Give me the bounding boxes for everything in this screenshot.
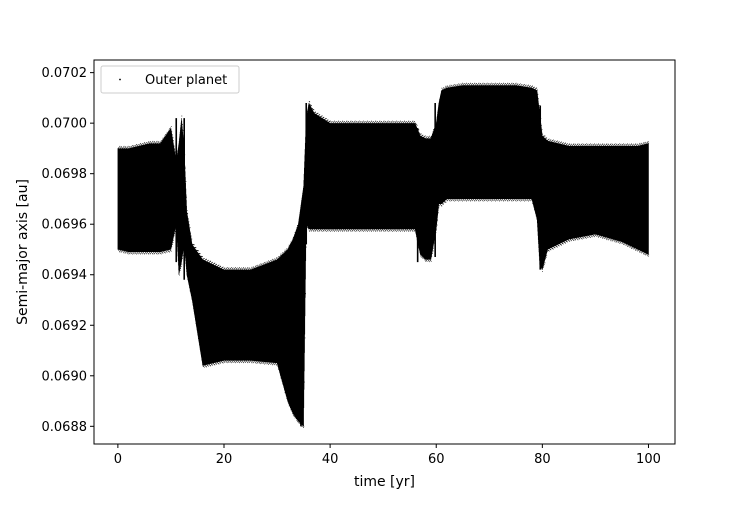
legend-marker [119,78,121,81]
plot-area [94,60,675,444]
x-axis: 0 20 40 60 80 100 [114,444,661,467]
y-tick-label: 0.0692 [42,319,88,334]
y-tick-label: 0.0700 [42,117,88,132]
y-tick-label: 0.0698 [42,167,88,182]
y-tick-label: 0.0696 [42,218,88,233]
y-tick-label: 0.0694 [42,268,88,283]
x-tick-label: 40 [322,452,339,467]
series-outer-planet [117,82,650,428]
x-tick-label: 0 [114,452,122,467]
x-tick-label: 100 [636,452,661,467]
series-edge-points [117,82,650,428]
legend-label-outer-planet: Outer planet [145,73,227,88]
x-axis-label: time [yr] [354,474,415,490]
x-tick-label: 60 [428,452,445,467]
legend: Outer planet [100,65,240,94]
axes-frame [93,59,676,445]
y-axis: 0.0688 0.0690 0.0692 0.0694 0.0696 0.0698 0.07… [42,66,94,435]
legend-box [100,65,240,94]
x-tick-label: 80 [534,452,551,467]
y-tick-label: 0.0702 [42,66,88,81]
x-tick-label: 20 [216,452,233,467]
y-tick-label: 0.0690 [42,369,88,384]
y-tick-label: 0.0688 [42,420,88,435]
data-layer [117,82,650,428]
y-axis-label: Semi-major axis [au] [15,179,31,325]
